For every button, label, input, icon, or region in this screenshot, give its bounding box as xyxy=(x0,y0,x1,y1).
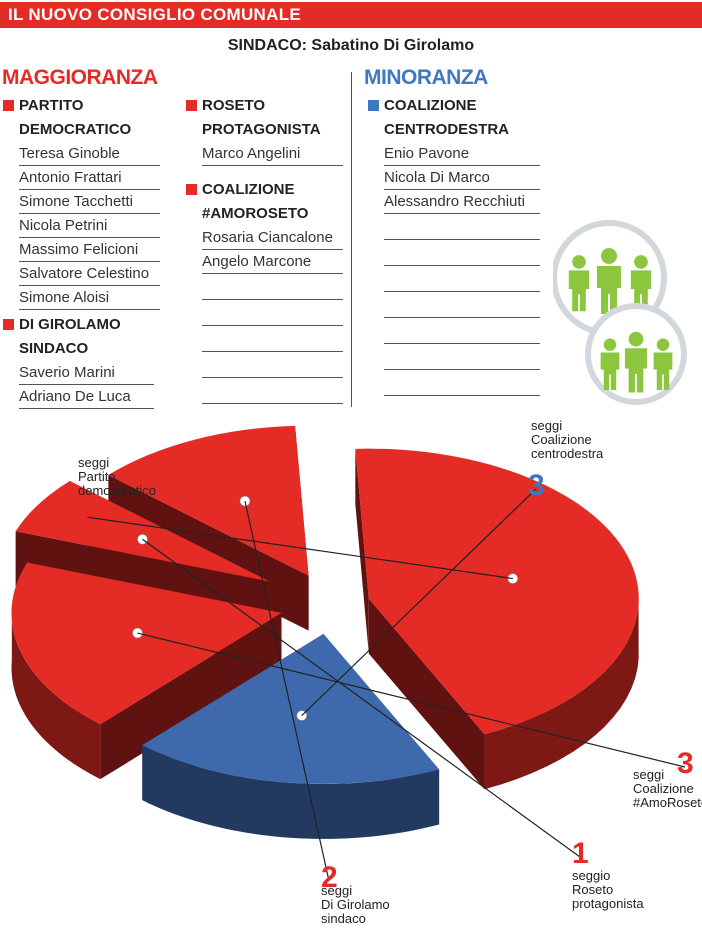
slice-marker xyxy=(132,627,143,639)
leader-line xyxy=(301,488,537,716)
mayor-line: SINDACO: Sabatino Di Girolamo xyxy=(227,37,475,54)
member-name: Nicola Di Marco xyxy=(384,166,540,190)
member-name: Adriano De Luca xyxy=(19,385,154,409)
slice-caption: seggi Coalizione #AmoRoseto xyxy=(633,767,702,810)
slice-value: 3 xyxy=(677,747,694,780)
party-name-line: CENTRODESTRA xyxy=(384,121,510,138)
group-di-girolamo-sindaco: DI GIROLAMO SINDACO Saverio Marini Adria… xyxy=(3,313,154,409)
pie-slice-2 xyxy=(11,562,282,780)
pie-slice-0 xyxy=(355,448,639,790)
party-name: ROSETO PROTAGONISTA xyxy=(186,94,343,142)
member-name: Marco Angelini xyxy=(202,142,343,166)
party-name-line: #AMOROSETO xyxy=(202,205,309,222)
slice-caption: seggi Partito democreatico xyxy=(78,455,156,498)
empty-line xyxy=(384,292,540,318)
party-name: PARTITO DEMOCRATICO xyxy=(3,94,160,142)
slice-value: 2 xyxy=(321,861,338,894)
leader-line xyxy=(137,632,686,768)
empty-line xyxy=(202,326,343,352)
party-name-line: SINDACO xyxy=(19,340,89,357)
party-name-line: COALIZIONE xyxy=(202,181,295,198)
slice-value: 7 xyxy=(78,497,95,530)
party-color-square xyxy=(3,319,14,330)
party-name-line: ROSETO xyxy=(202,97,266,114)
group-coalizione-centrodestra: COALIZIONE CENTRODESTRA Enio Pavone Nico… xyxy=(368,94,540,396)
group-partito-democratico: PARTITO DEMOCRATICO Teresa Ginoble Anton… xyxy=(3,94,160,310)
majority-heading: MAGGIORANZA xyxy=(2,66,158,89)
member-name: Antonio Frattari xyxy=(19,166,160,190)
slice-caption: seggi Coalizione centrodestra xyxy=(531,418,604,461)
empty-line xyxy=(384,344,540,370)
member-name: Angelo Marcone xyxy=(202,250,343,274)
party-name-line: COALIZIONE xyxy=(384,97,477,114)
member-name: Simone Tacchetti xyxy=(19,190,160,214)
slice-caption: seggi Di Girolamo sindaco xyxy=(321,883,390,926)
member-name: Salvatore Celestino xyxy=(19,262,160,286)
party-name: COALIZIONE CENTRODESTRA xyxy=(368,94,540,142)
empty-line xyxy=(384,318,540,344)
member-name: Simone Aloisi xyxy=(19,286,160,310)
party-color-square xyxy=(186,184,197,195)
minority-heading: MINORANZA xyxy=(364,66,488,89)
empty-line xyxy=(202,274,343,300)
party-name: DI GIROLAMO SINDACO xyxy=(3,313,154,361)
slice-value: 3 xyxy=(528,469,545,502)
empty-line xyxy=(384,214,540,240)
party-color-square xyxy=(186,100,197,111)
member-name: Teresa Ginoble xyxy=(19,142,160,166)
slice-caption: seggio Roseto protagonista xyxy=(572,868,644,911)
empty-line xyxy=(384,370,540,396)
party-name-line: DEMOCRATICO xyxy=(19,121,132,138)
party-name-line: PROTAGONISTA xyxy=(202,121,321,138)
empty-line xyxy=(384,240,540,266)
header-bar: IL NUOVO CONSIGLIO COMUNALE xyxy=(0,2,702,28)
member-name: Nicola Petrini xyxy=(19,214,160,238)
empty-line xyxy=(202,352,343,378)
group-roseto-protagonista: ROSETO PROTAGONISTA Marco Angelini COALI… xyxy=(186,94,343,404)
member-name: Alessandro Recchiuti xyxy=(384,190,540,214)
people-group-icon xyxy=(553,220,687,405)
slice-label-1: 3 seggi Coalizione centrodestra xyxy=(296,418,604,721)
member-name: Massimo Felicioni xyxy=(19,238,160,262)
member-name: Rosaria Ciancalone xyxy=(202,226,343,250)
empty-line xyxy=(384,266,540,292)
page-title: IL NUOVO CONSIGLIO COMUNALE xyxy=(8,5,302,24)
empty-line xyxy=(202,300,343,326)
leader-line xyxy=(85,516,513,580)
leader-line xyxy=(244,500,330,882)
member-name: Enio Pavone xyxy=(384,142,540,166)
slice-marker xyxy=(137,533,148,545)
slice-value: 1 xyxy=(572,837,589,870)
empty-line xyxy=(202,378,343,404)
party-color-square xyxy=(368,100,379,111)
column-divider xyxy=(351,72,352,407)
leader-line xyxy=(142,538,581,858)
member-name: Saverio Marini xyxy=(19,361,154,385)
party-name: COALIZIONE #AMOROSETO xyxy=(186,178,343,226)
party-color-square xyxy=(3,100,14,111)
party-name-line: PARTITO xyxy=(19,97,84,114)
party-name-line: DI GIROLAMO xyxy=(19,316,121,333)
